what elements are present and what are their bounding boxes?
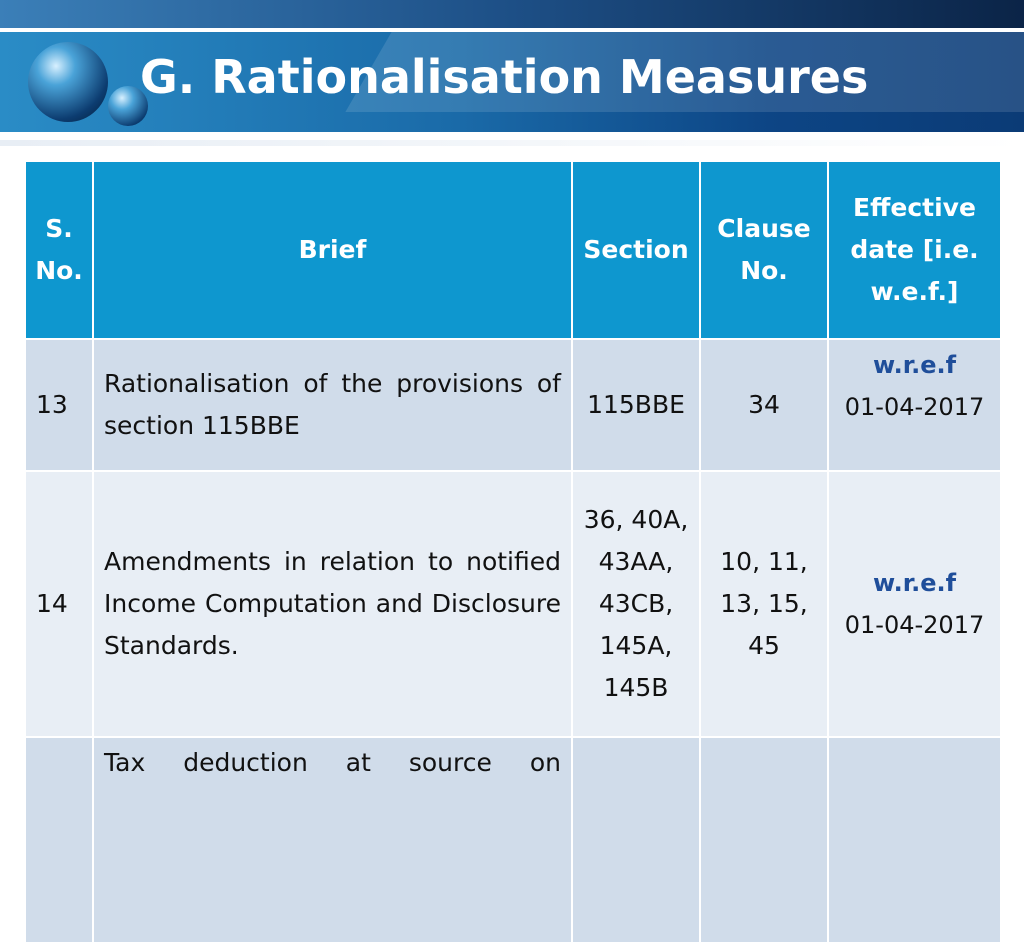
- brief-cell: Amendments in relation to notified Incom…: [92, 470, 573, 738]
- column-header: Brief: [92, 160, 573, 340]
- column-header: Section: [571, 160, 701, 340]
- header-row: S. No. Brief Section Clause No. Effectiv…: [24, 160, 1002, 340]
- sno-cell: 14: [24, 470, 94, 738]
- brief-cell: Rationalisation of the provisions of sec…: [92, 338, 573, 472]
- column-header: S. No.: [24, 160, 94, 340]
- section-cell: 36, 40A, 43AA, 43CB, 145A, 145B: [571, 470, 701, 738]
- top-strip: [0, 0, 1024, 28]
- table-row: 14 Amendments in relation to notified In…: [24, 470, 1002, 738]
- slide-title: G. Rationalisation Measures: [140, 50, 869, 104]
- title-banner: [0, 32, 1024, 132]
- globe-icon: [28, 42, 108, 122]
- column-header: Clause No.: [699, 160, 829, 340]
- sno-cell: 13: [24, 338, 94, 472]
- effective-cell: w.r.e.f 01-04-2017: [827, 470, 1002, 738]
- table-row: 13 Rationalisation of the provisions of …: [24, 338, 1002, 472]
- clause-cell: 10, 11, 13, 15, 45: [699, 470, 829, 738]
- section-cell: 115BBE: [571, 338, 701, 472]
- effective-label: w.r.e.f: [872, 351, 957, 379]
- globe-icon-small: [108, 86, 148, 126]
- effective-label: w.r.e.f: [872, 569, 957, 597]
- clause-cell: 34: [699, 338, 829, 472]
- effective-date: 01-04-2017: [844, 611, 985, 639]
- separator: [0, 140, 1024, 146]
- effective-date: 01-04-2017: [844, 393, 985, 421]
- effective-cell: w.r.e.f 01-04-2017: [827, 338, 1002, 472]
- column-header: Effective date [i.e. w.e.f.]: [827, 160, 1002, 340]
- measures-table: S. No. Brief Section Clause No. Effectiv…: [24, 160, 1002, 944]
